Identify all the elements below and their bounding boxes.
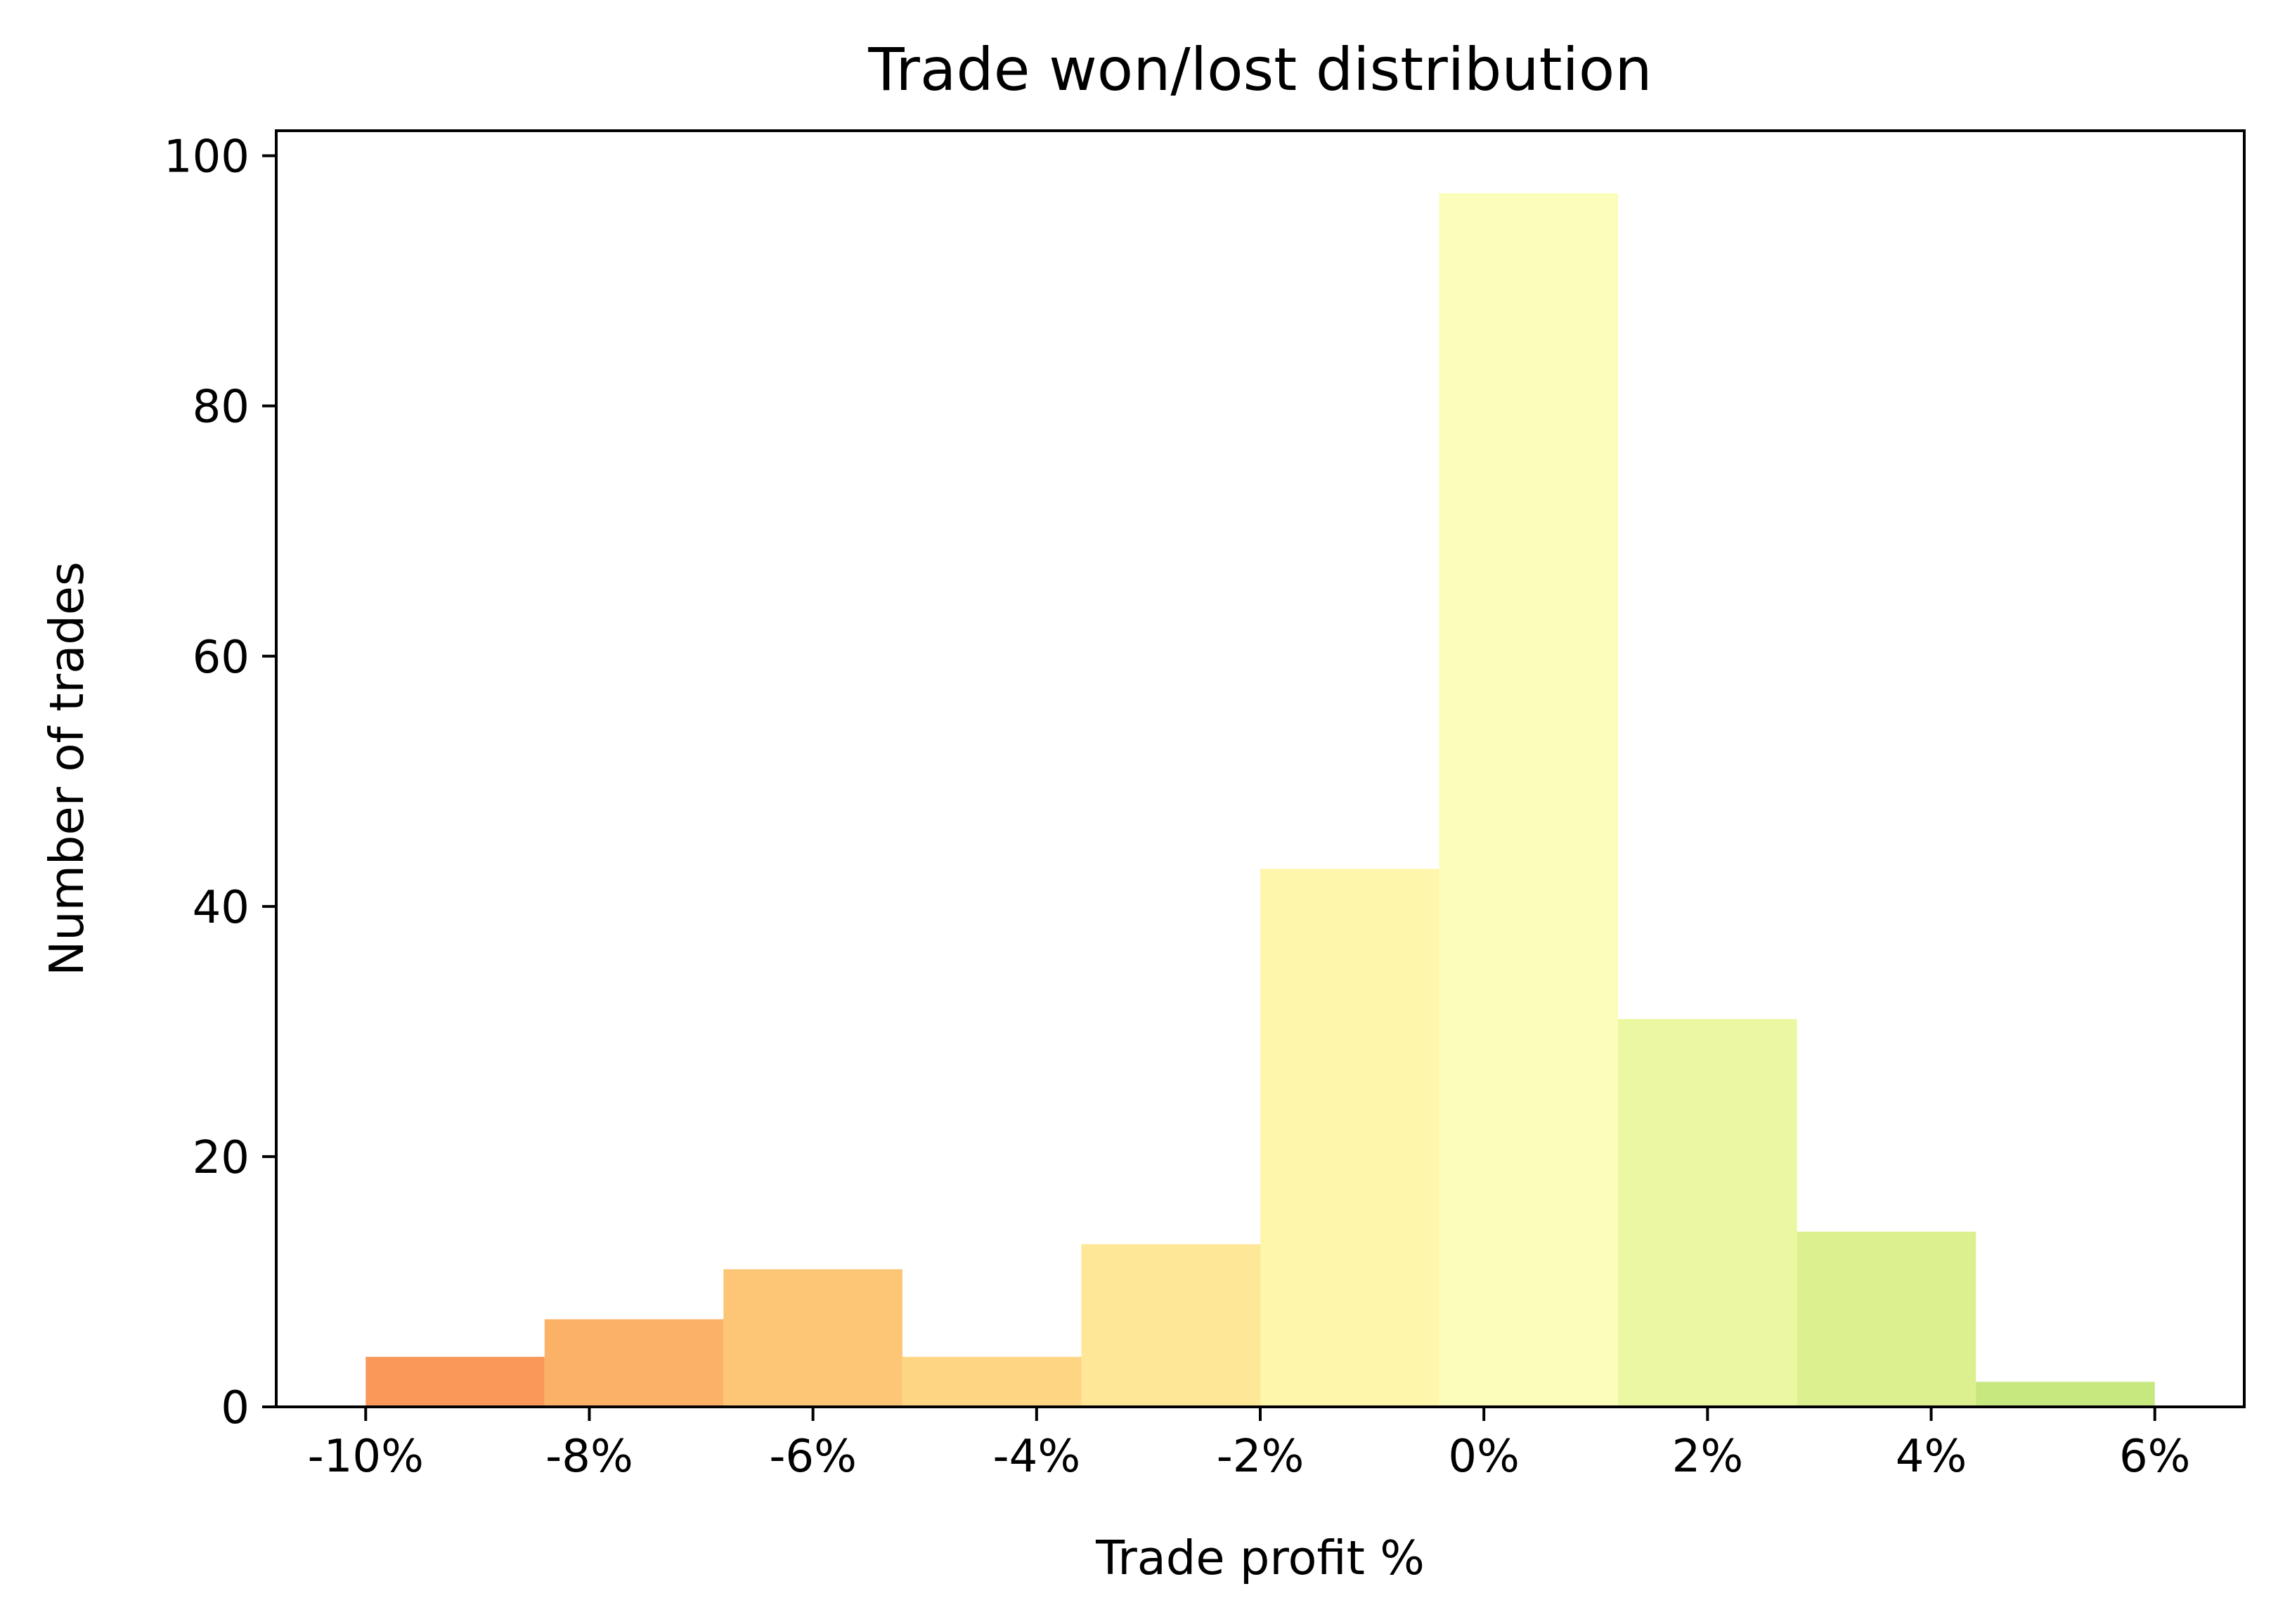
plot-frame (275, 129, 2246, 1408)
y-tick-label-3: 60 (193, 632, 250, 684)
x-tick-label-2: -6% (769, 1431, 857, 1483)
bar-4 (1081, 1244, 1260, 1407)
bar-7 (1618, 1019, 1797, 1407)
bar-8 (1797, 1231, 1976, 1407)
y-axis: 0 20 40 60 80 100 (164, 131, 276, 1434)
bar-0 (365, 1356, 545, 1407)
x-tick-label-7: 4% (1896, 1431, 1967, 1483)
x-tick-label-8: 6% (2119, 1431, 2191, 1483)
bar-5 (1260, 869, 1439, 1407)
bar-9 (1976, 1382, 2155, 1407)
x-tick-label-5: 0% (1448, 1431, 1520, 1483)
y-tick-label-5: 100 (164, 131, 250, 183)
x-tick-label-0: -10% (308, 1431, 424, 1483)
chart-title: Trade won/lost distribution (867, 35, 1652, 104)
x-axis-label: Trade profit % (1095, 1531, 1425, 1585)
bar-1 (544, 1319, 724, 1407)
y-axis-label: Number of trades (39, 561, 94, 976)
bar-2 (723, 1269, 902, 1407)
x-axis: -10% -8% -6% -4% -2% 0% 2% 4% 6% (308, 1407, 2191, 1483)
x-tick-label-1: -8% (545, 1431, 633, 1483)
x-tick-label-6: 2% (1672, 1431, 1744, 1483)
bar-6 (1439, 193, 1619, 1407)
bars-group (365, 193, 2155, 1407)
bar-3 (902, 1356, 1082, 1407)
x-tick-label-4: -2% (1217, 1431, 1305, 1483)
x-tick-label-3: -4% (993, 1431, 1081, 1483)
y-tick-label-4: 80 (193, 382, 250, 434)
y-tick-label-1: 20 (193, 1132, 250, 1184)
y-tick-label-0: 0 (221, 1382, 250, 1434)
y-tick-label-2: 40 (193, 882, 250, 934)
